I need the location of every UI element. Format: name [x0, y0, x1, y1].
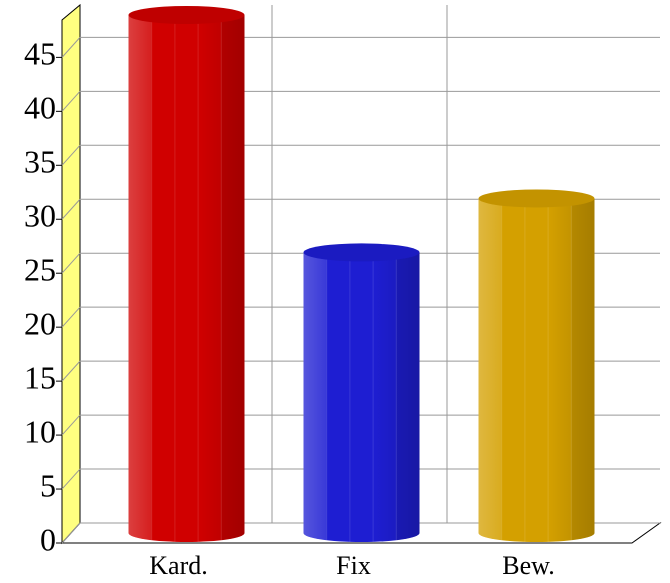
bar-top — [478, 189, 595, 208]
y-tick-label: 30 — [24, 198, 56, 234]
side-wall — [61, 3, 81, 545]
bar-top — [128, 6, 245, 24]
y-tick-label: 10 — [24, 413, 56, 449]
bar-top-shade — [478, 189, 595, 208]
grid-line-side — [61, 414, 81, 436]
bar-shade — [478, 198, 595, 543]
grid-line-side — [61, 198, 81, 220]
y-tick-label: 15 — [24, 359, 56, 395]
y-tick-label: 45 — [24, 36, 56, 72]
y-tick-label: 5 — [40, 467, 56, 503]
y-tick-label: 0 — [40, 521, 56, 557]
grid-line-side — [61, 522, 81, 544]
grid-line-side — [61, 306, 81, 328]
bars — [128, 6, 595, 543]
x-tick-label: Bew. — [502, 551, 554, 580]
grid-line-side — [61, 144, 81, 166]
bar-shade — [303, 252, 420, 542]
y-tick-label: 20 — [24, 306, 56, 342]
bar-shade — [128, 15, 245, 542]
x-tick-label: Kard. — [149, 551, 207, 580]
grid-line-side — [61, 468, 81, 490]
y-tick-label: 40 — [24, 90, 56, 126]
grid-line-side — [61, 90, 81, 112]
x-tick-label: Fix — [336, 551, 371, 580]
y-tick-label: 35 — [24, 144, 56, 180]
grid-line-side — [61, 360, 81, 382]
bar-top-shade — [128, 6, 245, 24]
grid-line-side — [61, 37, 81, 58]
bar-top — [303, 243, 420, 262]
y-tick-label: 25 — [24, 252, 56, 288]
bar-top-shade — [303, 243, 420, 262]
grid-line-side — [61, 252, 81, 274]
